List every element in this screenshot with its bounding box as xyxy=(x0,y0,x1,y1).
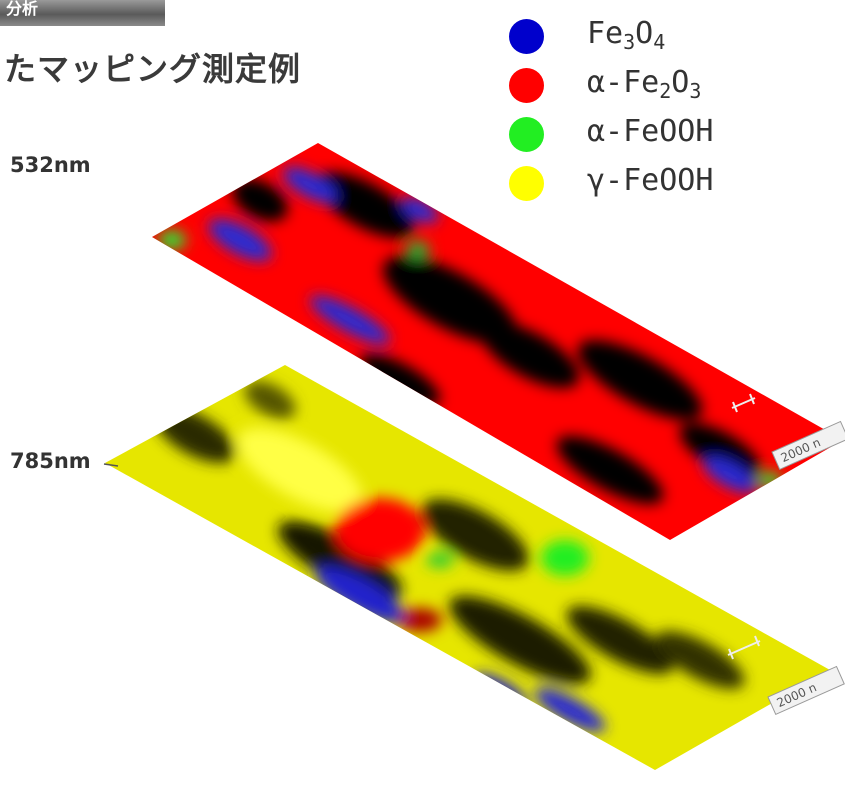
page-title: たマッピング測定例 xyxy=(4,50,302,88)
legend-label-gamma-feooh: γ-FeOOH xyxy=(587,163,714,198)
legend-label-fe3o4: Fe3O4 xyxy=(587,16,666,54)
wavelength-label-532: 532nm xyxy=(10,153,91,177)
legend-item-gamma-feooh: γ-FeOOH xyxy=(505,159,805,208)
legend-item-alpha-fe2o3: α-Fe2O3 xyxy=(505,61,805,110)
wavelength-label-785: 785nm xyxy=(10,449,91,473)
legend-dot-icon xyxy=(509,68,544,103)
legend-dot-icon xyxy=(509,117,544,152)
legend-label-alpha-fe2o3: α-Fe2O3 xyxy=(587,65,702,103)
map-785nm: 2000 n xyxy=(105,365,845,770)
legend-item-alpha-feooh: α-FeOOH xyxy=(505,110,805,159)
map-785-phase-regions xyxy=(154,381,745,733)
scale-bar-icon xyxy=(731,393,756,413)
legend-dot-icon xyxy=(509,166,544,201)
leader-line-785 xyxy=(103,463,119,467)
scale-bar-icon xyxy=(727,635,761,660)
legend-label-alpha-feooh: α-FeOOH xyxy=(587,114,714,149)
map-532nm: 2000 n xyxy=(152,143,845,540)
legend-item-fe3o4: Fe3O4 xyxy=(505,12,805,61)
legend: Fe3O4 α-Fe2O3 α-FeOOH γ-FeOOH xyxy=(505,12,805,208)
legend-dot-icon xyxy=(509,19,544,54)
map-532-phase-regions xyxy=(158,167,782,504)
section-header-text: 分析 xyxy=(6,0,39,18)
section-header-tab: 分析 xyxy=(0,0,165,26)
